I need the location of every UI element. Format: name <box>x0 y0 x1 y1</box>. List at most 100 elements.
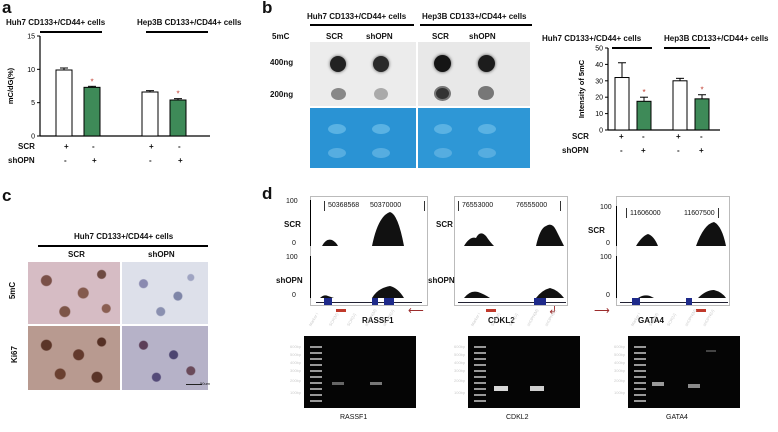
d-exon <box>372 298 378 305</box>
d-gel-label-gata4: GATA4 <box>666 414 688 421</box>
b-dot <box>478 86 494 100</box>
d-axis-line <box>616 206 617 246</box>
d-coord-start: 50368568 <box>328 202 360 209</box>
a-bar-chart: 0 5 10 15 mC/dG(%) * * <box>6 34 210 141</box>
d-gel-lane-label: shOPN(U) <box>543 308 558 327</box>
d-track-cdkl2: 76553000 76555000 SCR shOPN <box>418 196 568 306</box>
d-gel-cdkl2: Marker I SCR(M) SCR(U) shOPN(M) shOPN(U)… <box>454 308 580 408</box>
d-marker-size: 500bp <box>290 352 302 357</box>
d-gel-rassf1: Marker I SCR(M) SCR(U) shOPN(M) shOPN(U)… <box>290 308 416 408</box>
a-shopn-sign-4: + <box>178 156 183 165</box>
d-marker-size: 300bp <box>290 368 302 373</box>
d-gel-lane-label: shOPN(M) <box>683 308 698 327</box>
y-tick-label: 0 <box>31 134 35 141</box>
d-marker-size: 300bp <box>454 368 466 373</box>
d-gene-line <box>316 302 422 303</box>
b-bar-chart: 0 10 20 30 40 50 Intensity of 5mC * * <box>577 46 720 135</box>
d-coord-tick <box>458 201 459 211</box>
d-signal-shopn <box>456 288 568 298</box>
d-y0: 0 <box>292 292 296 299</box>
b-methylene-blue-stain <box>310 108 530 168</box>
b-dot <box>374 88 388 100</box>
y-axis-label: mC/dG(%) <box>6 67 15 104</box>
significance-star: * <box>176 90 179 99</box>
d-gel-lane-label: Marker I <box>307 311 320 327</box>
d-exon <box>534 298 546 305</box>
d-marker-size: 100bp <box>614 390 626 395</box>
d-coord-tick <box>424 201 425 211</box>
y-tick-label: 20 <box>595 95 603 102</box>
b-stain-spot <box>434 148 452 158</box>
d-y100: 100 <box>286 198 298 205</box>
a-shopn-sign-1: - <box>64 156 67 165</box>
bar <box>672 80 688 131</box>
d-marker-size: 500bp <box>454 352 466 357</box>
b-row-label-5mc: 5mC <box>272 32 290 41</box>
y-tick-label: 0 <box>599 128 603 135</box>
d-arrow-icon: ⟵ <box>408 305 424 317</box>
b-row-scr-label: SCR <box>572 132 589 141</box>
d-coord-start: 76553000 <box>462 202 494 209</box>
b-col-shopn-2: shOPN <box>469 32 496 41</box>
b-stain-spot <box>434 124 452 134</box>
b-col-shopn-1: shOPN <box>366 32 393 41</box>
panel-label-d: d <box>262 184 273 203</box>
c-ihc-scr-5mc <box>28 262 120 324</box>
b-shopn-sign-1: - <box>620 146 623 155</box>
b-chart-group2-label: Hep3B CD133+/CD44+ cells <box>664 34 769 43</box>
d-signal-shopn <box>618 290 730 298</box>
d-signal-scr <box>456 224 568 246</box>
d-signal-scr <box>312 212 426 246</box>
d-axis-line <box>616 256 617 298</box>
d-coord-tick <box>626 208 627 218</box>
d-coord-end: 50370000 <box>370 202 402 209</box>
c-scalebar <box>186 384 202 385</box>
b-stain-spot <box>328 148 346 158</box>
a-group1-label: Huh7 CD133+/CD44+ cells <box>6 18 106 27</box>
a-group1-line <box>40 31 102 33</box>
y-tick-label: 10 <box>27 67 35 74</box>
bar <box>141 91 159 137</box>
d-track-box <box>454 196 568 306</box>
d-track-box <box>616 196 730 306</box>
d-row-shopn: shOPN <box>428 276 455 285</box>
d-coord-start: 11606000 <box>630 210 661 217</box>
a-scr-sign-2: - <box>92 142 95 151</box>
c-title: Huh7 CD133+/CD44+ cells <box>74 232 174 241</box>
d-gel-label-cdkl2: CDKL2 <box>506 414 529 421</box>
b-scr-sign-1: + <box>619 132 624 141</box>
b-col-scr-2: SCR <box>432 32 449 41</box>
y-tick-label: 40 <box>595 62 603 69</box>
a-shopn-sign-2: + <box>92 156 97 165</box>
d-marker-size: 400bp <box>290 360 302 365</box>
d-marker-size: 400bp <box>454 360 466 365</box>
a-scr-sign-1: + <box>64 142 69 151</box>
b-group1-label: Huh7 CD133+/CD44+ cells <box>307 12 407 21</box>
d-marker-ladder <box>474 342 486 402</box>
d-y0: 0 <box>606 240 610 247</box>
d-gel-lane-label: SCR(M) <box>327 311 340 327</box>
d-gene-line <box>620 302 728 303</box>
c-col-scr: SCR <box>68 250 85 259</box>
significance-star: * <box>90 77 93 86</box>
d-gene-line <box>458 302 566 303</box>
d-primer <box>486 309 496 312</box>
b-dot <box>330 56 346 72</box>
d-marker-size: 100bp <box>290 390 302 395</box>
d-gel-lane-label: shOPN(M) <box>525 308 540 327</box>
d-gel-band <box>530 386 544 391</box>
c-row-5mc: 5mC <box>8 281 18 300</box>
y-tick-label: 30 <box>595 78 603 85</box>
d-gel-lane-label: SCR(U) <box>665 312 677 327</box>
bar <box>169 99 187 137</box>
a-group2-line <box>146 31 208 33</box>
a-group2-label: Hep3B CD133+/CD44+ cells <box>137 18 242 27</box>
c-ihc-scr-ki67 <box>28 326 120 390</box>
panel-label-c: c <box>2 186 12 205</box>
d-axis-line <box>310 200 311 246</box>
c-scalebar-label: 50um <box>200 381 211 386</box>
d-gel-band <box>370 382 382 385</box>
b-stain-spot <box>372 148 390 158</box>
bar <box>694 98 710 131</box>
d-coord-tick <box>324 201 325 211</box>
